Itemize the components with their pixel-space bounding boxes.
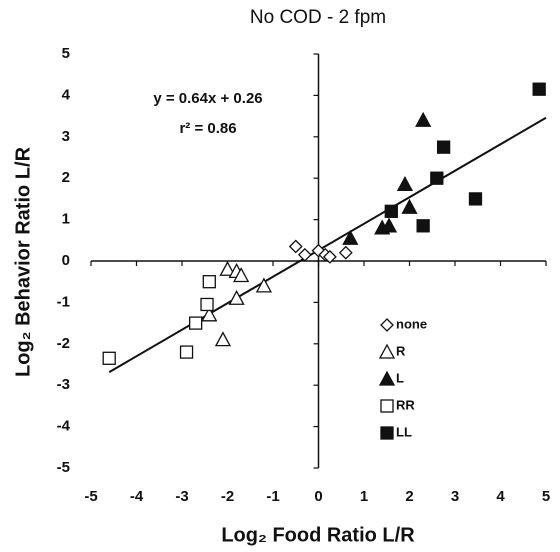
legend-marker bbox=[378, 370, 396, 386]
point bbox=[415, 111, 432, 127]
x-axis-label: Log₂ Food Ratio L/R bbox=[221, 524, 415, 546]
point bbox=[338, 245, 353, 260]
point bbox=[200, 297, 214, 312]
point bbox=[468, 192, 483, 206]
chart-title: No COD - 2 fpm bbox=[250, 7, 386, 28]
x-tick-label: -5 bbox=[84, 488, 97, 505]
point bbox=[384, 204, 398, 218]
point bbox=[436, 140, 451, 154]
legend-label: LL bbox=[396, 424, 412, 439]
x-tick-label: -3 bbox=[175, 488, 188, 505]
point bbox=[188, 316, 203, 330]
legend-marker bbox=[380, 318, 394, 332]
x-tick-label: -4 bbox=[130, 488, 144, 505]
legend-label: R bbox=[396, 343, 406, 358]
y-tick-label: 2 bbox=[62, 169, 70, 186]
point bbox=[532, 82, 546, 96]
y-axis-label: Log₂ Behavior Ratio L/R bbox=[12, 146, 34, 377]
legend-marker bbox=[380, 399, 394, 413]
point bbox=[201, 306, 218, 322]
point bbox=[179, 345, 194, 359]
point bbox=[430, 171, 444, 185]
legend-marker bbox=[378, 343, 396, 359]
x-tick-label: 0 bbox=[314, 488, 322, 505]
x-tick-label: -1 bbox=[266, 488, 279, 505]
point bbox=[322, 249, 337, 264]
y-tick-label: 4 bbox=[62, 86, 71, 103]
x-tick-label: 2 bbox=[405, 488, 413, 505]
y-tick-label: 0 bbox=[62, 252, 70, 269]
point bbox=[297, 247, 312, 262]
point bbox=[233, 267, 250, 283]
x-tick-label: 4 bbox=[496, 488, 505, 505]
y-tick-label: -3 bbox=[57, 376, 70, 393]
point bbox=[380, 217, 398, 233]
equation: y = 0.64x + 0.26 bbox=[153, 90, 262, 107]
x-tick-label: 5 bbox=[542, 488, 550, 505]
point bbox=[288, 239, 303, 254]
point bbox=[202, 275, 216, 289]
y-tick-label: 5 bbox=[62, 45, 70, 62]
point bbox=[214, 331, 232, 347]
x-tick-label: 3 bbox=[451, 488, 459, 505]
x-tick-label: 1 bbox=[360, 488, 368, 505]
point bbox=[401, 198, 418, 214]
point bbox=[228, 289, 245, 305]
y-tick-label: -4 bbox=[57, 418, 71, 435]
legend-label: L bbox=[396, 370, 404, 385]
point bbox=[342, 229, 359, 245]
point bbox=[102, 351, 116, 365]
legend-label: none bbox=[396, 316, 427, 331]
y-tick-label: -5 bbox=[57, 459, 70, 476]
y-tick-label: 1 bbox=[62, 211, 70, 228]
r-squared: r² = 0.86 bbox=[179, 120, 236, 137]
trendline bbox=[108, 116, 547, 373]
y-tick-label: -1 bbox=[57, 293, 70, 310]
y-tick-label: 3 bbox=[62, 128, 70, 145]
legend-label: RR bbox=[396, 397, 415, 412]
point bbox=[219, 260, 236, 276]
point bbox=[396, 176, 414, 192]
y-tick-label: -2 bbox=[57, 335, 70, 352]
point bbox=[416, 219, 430, 233]
x-tick-label: -2 bbox=[221, 488, 234, 505]
legend-marker bbox=[380, 426, 394, 440]
point bbox=[255, 277, 272, 293]
